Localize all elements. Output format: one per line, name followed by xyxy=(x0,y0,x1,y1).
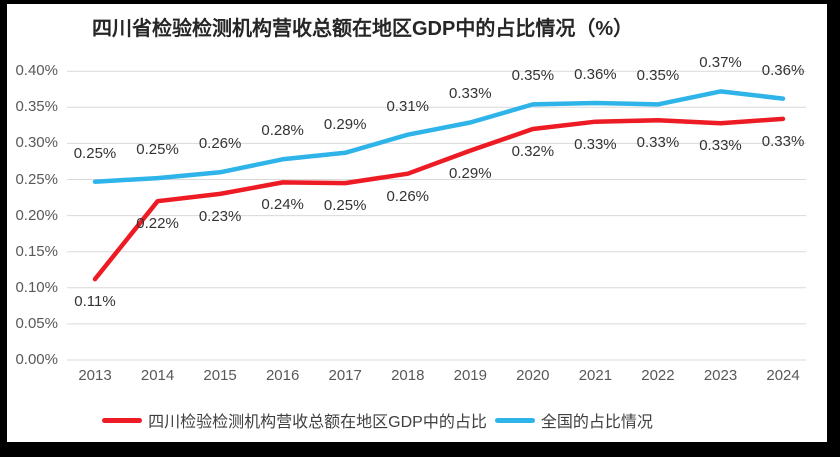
x-axis-label: 2017 xyxy=(328,367,362,384)
data-label: 0.25% xyxy=(73,144,117,162)
data-label: 0.26% xyxy=(386,187,430,205)
x-axis-label: 2018 xyxy=(391,367,425,384)
y-axis-label: 0.15% xyxy=(15,242,58,260)
data-label: 0.33% xyxy=(761,132,805,150)
legend-item-sichuan: 四川检验检测机构营收总额在地区GDP中的占比 xyxy=(102,408,487,432)
data-label: 0.32% xyxy=(511,142,555,160)
y-axis-label: 0.10% xyxy=(15,278,58,296)
data-label: 0.29% xyxy=(449,164,492,182)
x-axis-label: 2016 xyxy=(265,367,300,384)
legend-label-national: 全国的占比情况 xyxy=(540,414,653,431)
data-label: 0.33% xyxy=(574,135,617,153)
legend-line-blue-icon xyxy=(494,417,535,423)
x-axis-label: 2024 xyxy=(766,367,800,384)
legend-label-sichuan: 四川检验检测机构营收总额在地区GDP中的占比 xyxy=(148,414,487,431)
data-label: 0.25% xyxy=(136,141,179,159)
data-label: 0.36% xyxy=(574,65,617,83)
data-label: 0.22% xyxy=(136,215,179,233)
y-axis-label: 0.05% xyxy=(15,314,58,332)
data-label: 0.36% xyxy=(761,61,805,79)
x-axis-label: 2013 xyxy=(78,367,112,384)
legend: 四川检验检测机构营收总额在地区GDP中的占比 全国的占比情况 xyxy=(0,408,755,432)
y-axis-label: 0.25% xyxy=(15,170,58,188)
data-label: 0.24% xyxy=(261,196,304,214)
data-label: 0.11% xyxy=(74,293,116,311)
series-line-1 xyxy=(92,89,786,184)
data-label: 0.33% xyxy=(699,137,742,155)
y-axis-label: 0.20% xyxy=(15,206,58,224)
y-axis-label: 0.30% xyxy=(15,134,58,152)
data-label: 0.33% xyxy=(636,134,680,152)
x-axis-label: 2023 xyxy=(703,367,738,384)
data-label: 0.31% xyxy=(386,97,430,115)
legend-item-national: 全国的占比情况 xyxy=(494,408,653,432)
y-axis-label: 0.00% xyxy=(15,351,58,368)
data-label: 0.33% xyxy=(449,85,492,103)
x-axis-label: 2021 xyxy=(578,367,613,384)
data-label: 0.26% xyxy=(198,135,242,153)
legend-line-red-icon xyxy=(102,417,143,423)
x-axis-label: 2014 xyxy=(140,367,175,384)
data-label: 0.37% xyxy=(699,54,742,72)
data-label: 0.35% xyxy=(511,67,555,85)
x-axis-label: 2020 xyxy=(516,367,550,384)
chart-title: 四川省检验检测机构营收总额在地区GDP中的占比情况（%） xyxy=(92,18,634,40)
x-axis-label: 2019 xyxy=(453,367,487,384)
series-line-0 xyxy=(92,116,786,282)
y-axis-label: 0.35% xyxy=(15,98,58,116)
data-label: 0.23% xyxy=(198,207,242,225)
y-axis-label: 0.40% xyxy=(15,62,58,80)
data-label: 0.25% xyxy=(323,197,367,215)
data-label: 0.29% xyxy=(323,115,367,133)
x-axis-label: 2015 xyxy=(203,367,237,384)
x-axis-label: 2022 xyxy=(641,367,675,384)
chart-canvas xyxy=(7,4,827,442)
data-label: 0.35% xyxy=(636,67,680,85)
data-label: 0.28% xyxy=(261,122,304,140)
